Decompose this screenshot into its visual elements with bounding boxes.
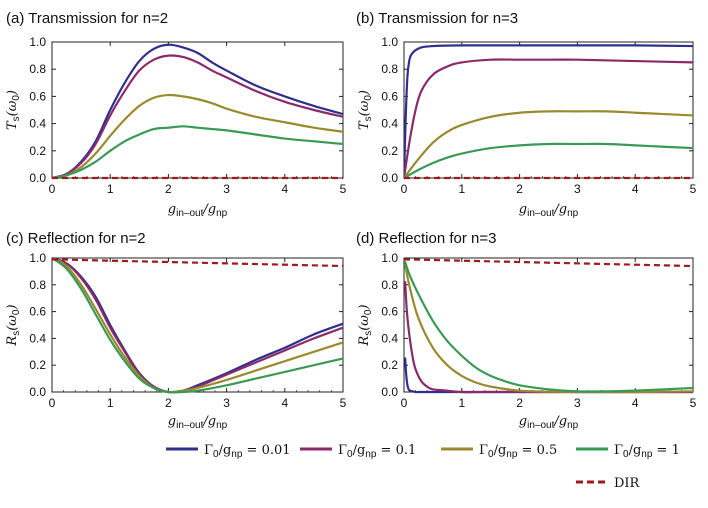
panel-3: (c) Reflection for n=2 0 1 2 3 4 5 0.0 0.2 0.4 0.6… bbox=[5, 230, 347, 431]
y-tick-label: 0.0 bbox=[29, 385, 46, 399]
x-tick-label: 5 bbox=[690, 396, 697, 410]
y-tick-label: 0.4 bbox=[29, 117, 46, 131]
x-tick-label: 5 bbox=[340, 182, 347, 196]
y-tick-label: 0.6 bbox=[29, 89, 46, 103]
x-tick-label: 5 bbox=[690, 182, 697, 196]
y-tick-label: 0.8 bbox=[29, 62, 46, 76]
x-tick-label: 2 bbox=[516, 182, 523, 196]
panel-2: (b) Transmission for n=3 0 1 2 3 4 5 0.0 0.2 0.4 0… bbox=[356, 10, 697, 219]
x-axis-label: gin–out/gnp bbox=[168, 202, 228, 219]
chart-panels: (a) Transmission for n=2 0 1 2 3 4 5 0.0 0.2 0.4 0… bbox=[5, 10, 697, 431]
series-line-0_5 bbox=[404, 263, 693, 394]
legend-item-0_5: Γ0/gnp = 0.5 bbox=[441, 443, 557, 460]
series-line-0_5 bbox=[52, 93, 343, 180]
legend-label: Γ0/gnp = 1 bbox=[614, 443, 680, 460]
legend-item-0_01: Γ0/gnp = 0.01 bbox=[166, 443, 291, 460]
y-axis-label: Ts(ω0) bbox=[357, 90, 374, 130]
y-tick-label: 0.4 bbox=[381, 331, 398, 345]
panel-1: (a) Transmission for n=2 0 1 2 3 4 5 0.0 0.2 0.4 0… bbox=[5, 10, 347, 219]
x-axis-label: gin–out/gnp bbox=[168, 414, 228, 431]
y-axis-label: Ts(ω0) bbox=[5, 90, 22, 130]
x-tick-label: 3 bbox=[574, 182, 581, 196]
x-tick-label: 0 bbox=[49, 182, 56, 196]
x-tick-label: 4 bbox=[632, 396, 639, 410]
y-tick-label: 0.2 bbox=[29, 144, 46, 158]
series-line-1 bbox=[404, 260, 693, 393]
series-line-0_01 bbox=[404, 44, 693, 180]
series-line-1 bbox=[52, 125, 343, 180]
series-line-DIR bbox=[52, 258, 343, 268]
y-tick-label: 0.4 bbox=[29, 331, 46, 345]
panel-title: (d) Reflection for n=3 bbox=[356, 230, 497, 247]
y-tick-label: 1.0 bbox=[29, 251, 46, 265]
x-tick-label: 1 bbox=[107, 396, 114, 410]
series-line-DIR bbox=[404, 258, 693, 268]
series-line-0_1 bbox=[404, 58, 693, 180]
series-line-0_1 bbox=[52, 256, 343, 394]
y-tick-label: 0.2 bbox=[29, 358, 46, 372]
x-tick-label: 0 bbox=[401, 396, 408, 410]
y-tick-label: 0.8 bbox=[29, 278, 46, 292]
x-tick-label: 1 bbox=[458, 182, 465, 196]
y-tick-label: 0.0 bbox=[381, 171, 398, 185]
x-axis-label: gin–out/gnp bbox=[519, 202, 579, 219]
legend-label: Γ0/gnp = 0.1 bbox=[338, 443, 416, 460]
x-tick-label: 4 bbox=[281, 182, 288, 196]
x-axis-label: gin–out/gnp bbox=[519, 414, 579, 431]
x-tick-label: 3 bbox=[223, 396, 230, 410]
x-tick-label: 1 bbox=[107, 182, 114, 196]
legend-label: DIR bbox=[614, 476, 641, 491]
legend: Γ0/gnp = 0.01 Γ0/gnp = 0.1 Γ0/gnp = 0.5 Γ0/… bbox=[166, 443, 680, 491]
x-tick-label: 4 bbox=[632, 182, 639, 196]
y-axis-label: Rs(ω0) bbox=[5, 304, 22, 346]
series-line-0_5 bbox=[52, 256, 343, 394]
plot-frame bbox=[51, 257, 344, 393]
y-tick-label: 0.2 bbox=[381, 358, 398, 372]
series-line-0_01 bbox=[404, 357, 693, 394]
plot-frame bbox=[403, 257, 694, 393]
y-tick-label: 0.6 bbox=[381, 305, 398, 319]
series-line-0_1 bbox=[404, 281, 693, 394]
legend-item-DIR: DIR bbox=[576, 476, 641, 491]
y-tick-label: 0.6 bbox=[29, 305, 46, 319]
y-tick-label: 1.0 bbox=[381, 251, 398, 265]
panel-4: (d) Reflection for n=3 0 1 2 3 4 5 0.0 0.2 0.4 0.6… bbox=[356, 230, 697, 431]
x-tick-label: 1 bbox=[458, 396, 465, 410]
series-line-0_01 bbox=[52, 256, 343, 394]
x-tick-label: 0 bbox=[49, 396, 56, 410]
x-tick-label: 3 bbox=[574, 396, 581, 410]
y-tick-label: 0.6 bbox=[381, 89, 398, 103]
legend-label: Γ0/gnp = 0.01 bbox=[204, 443, 291, 460]
y-tick-label: 0.0 bbox=[381, 385, 398, 399]
x-tick-label: 4 bbox=[281, 396, 288, 410]
y-tick-label: 0.4 bbox=[381, 117, 398, 131]
x-tick-label: 0 bbox=[401, 182, 408, 196]
y-axis-label: Rs(ω0) bbox=[357, 304, 374, 346]
x-tick-label: 3 bbox=[223, 182, 230, 196]
panel-title: (c) Reflection for n=2 bbox=[6, 230, 146, 247]
series-line-1 bbox=[404, 142, 693, 180]
y-tick-label: 0.8 bbox=[381, 62, 398, 76]
y-tick-label: 1.0 bbox=[381, 35, 398, 49]
legend-label: Γ0/gnp = 0.5 bbox=[479, 443, 557, 460]
y-tick-label: 0.0 bbox=[29, 171, 46, 185]
x-tick-label: 2 bbox=[516, 396, 523, 410]
series-line-0_5 bbox=[404, 110, 693, 180]
y-tick-label: 0.2 bbox=[381, 144, 398, 158]
y-tick-label: 1.0 bbox=[29, 35, 46, 49]
legend-item-1: Γ0/gnp = 1 bbox=[576, 443, 680, 460]
series-line-0_1 bbox=[52, 54, 343, 180]
y-tick-label: 0.8 bbox=[381, 278, 398, 292]
series-line-1 bbox=[52, 256, 343, 394]
legend-item-0_1: Γ0/gnp = 0.1 bbox=[300, 443, 416, 460]
x-tick-label: 2 bbox=[165, 182, 172, 196]
x-tick-label: 2 bbox=[165, 396, 172, 410]
x-tick-label: 5 bbox=[340, 396, 347, 410]
panel-title: (b) Transmission for n=3 bbox=[356, 10, 518, 27]
series-line-0_01 bbox=[52, 43, 343, 180]
panel-title: (a) Transmission for n=2 bbox=[6, 10, 168, 27]
